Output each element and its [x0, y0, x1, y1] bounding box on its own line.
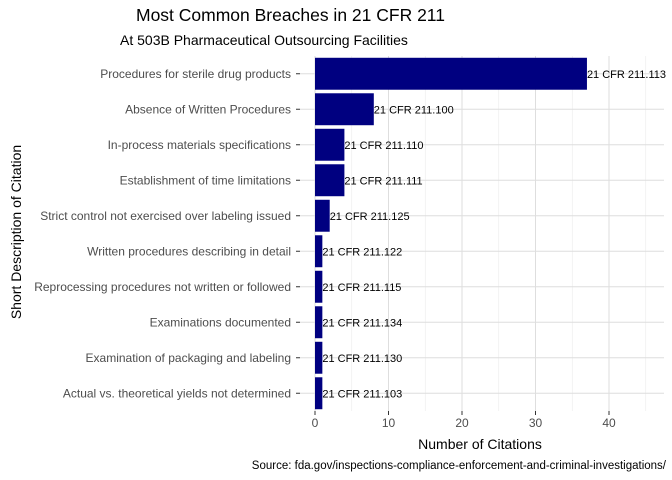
- x-tick-label: 20: [455, 416, 469, 430]
- bar: [315, 93, 374, 126]
- x-tick-label: 0: [312, 416, 319, 430]
- y-tick-label: In-process materials specifications: [108, 138, 291, 152]
- bar: [315, 164, 345, 197]
- bar-label: 21 CFR 211.113: [587, 69, 666, 81]
- y-tick-label: Establishment of time limitations: [120, 173, 291, 187]
- x-tick-label: 10: [382, 416, 396, 430]
- bar-label: 21 CFR 211.125: [330, 211, 410, 223]
- bar-label: 21 CFR 211.111: [344, 175, 422, 187]
- x-axis-label: Number of Citations: [418, 436, 542, 452]
- y-tick-label: Reprocessing procedures not written or f…: [34, 280, 291, 294]
- y-tick-label: Actual vs. theoretical yields not determ…: [63, 386, 291, 400]
- bar-label: 21 CFR 211.103: [322, 388, 402, 400]
- y-tick-label: Written procedures describing in detail: [87, 244, 291, 258]
- bar-label: 21 CFR 211.130: [322, 353, 402, 365]
- bar-label: 21 CFR 211.110: [344, 140, 423, 152]
- bar: [315, 377, 323, 410]
- bar-label: 21 CFR 211.122: [322, 246, 402, 258]
- y-tick-label: Examinations documented: [150, 315, 291, 329]
- chart-caption: Source: fda.gov/inspections-compliance-e…: [251, 460, 666, 472]
- bar: [315, 57, 587, 90]
- bar: [315, 199, 330, 232]
- bar: [315, 235, 323, 268]
- bar: [315, 341, 323, 374]
- bar-label: 21 CFR 211.100: [374, 104, 454, 116]
- x-tick-label: 30: [529, 416, 543, 430]
- y-tick-label: Procedures for sterile drug products: [100, 67, 291, 81]
- chart-subtitle: At 503B Pharmaceutical Outsourcing Facil…: [120, 32, 408, 48]
- y-tick-label: Strict control not exercised over labeli…: [40, 209, 291, 223]
- y-tick-label: Absence of Written Procedures: [125, 102, 291, 116]
- y-axis-label: Short Description of Citation: [8, 144, 24, 320]
- bar: [315, 128, 345, 161]
- bar-label: 21 CFR 211.115: [322, 282, 401, 294]
- bar: [315, 306, 323, 339]
- chart-title: Most Common Breaches in 21 CFR 211: [136, 5, 445, 25]
- bar: [315, 270, 323, 303]
- x-tick-label: 40: [602, 416, 616, 430]
- y-tick-label: Examination of packaging and labeling: [86, 351, 291, 365]
- bar-label: 21 CFR 211.134: [322, 317, 402, 329]
